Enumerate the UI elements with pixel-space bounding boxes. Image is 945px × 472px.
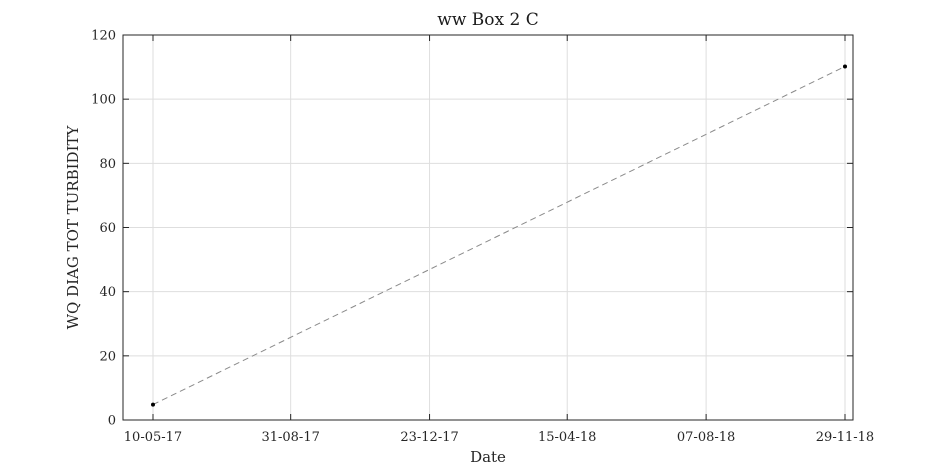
data-point <box>151 402 155 407</box>
data-point <box>843 64 847 69</box>
y-tick-label: 80 <box>99 157 116 172</box>
x-axis-label: Date <box>470 448 506 466</box>
x-tick-label: 15-04-18 <box>538 430 596 445</box>
y-tick-label: 20 <box>99 349 116 364</box>
x-tick-label: 29-11-18 <box>816 430 874 445</box>
series-line <box>152 65 846 406</box>
y-axis-label: WQ DIAG TOT TURBIDITY <box>64 124 82 329</box>
y-tick-label: 100 <box>91 93 116 108</box>
y-tick-label: 0 <box>108 414 116 429</box>
chart-title: ww Box 2 C <box>437 10 538 30</box>
y-tick-label: 60 <box>99 221 116 236</box>
x-tick-label: 07-08-18 <box>677 430 735 445</box>
x-tick-label: 23-12-17 <box>400 430 458 445</box>
axis-ticks: 10-05-17 31-08-17 23-12-17 15-04-18 07-08-18… <box>91 29 874 446</box>
y-tick-label: 120 <box>91 29 116 44</box>
x-tick-label: 10-05-17 <box>124 430 182 445</box>
y-tick-label: 40 <box>99 285 116 300</box>
x-tick-label: 31-08-17 <box>261 430 319 445</box>
series-group <box>151 64 847 407</box>
